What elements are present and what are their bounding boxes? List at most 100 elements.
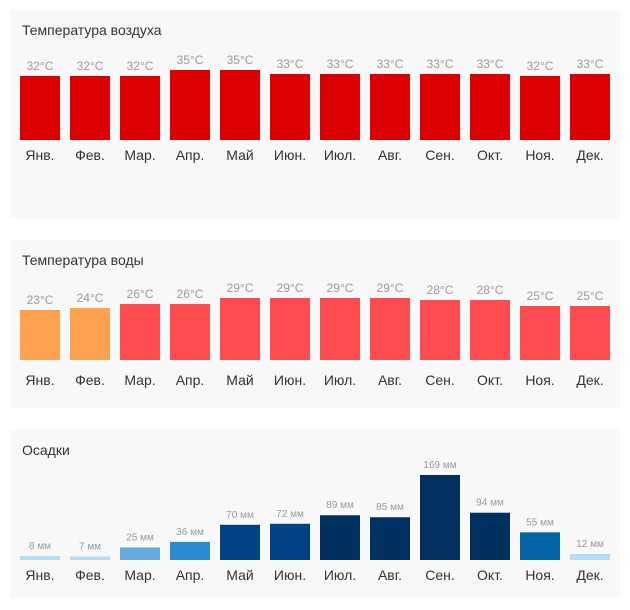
bar: [120, 304, 160, 360]
month-label: Мар.: [124, 567, 155, 583]
precipitation-title: Осадки: [22, 442, 70, 458]
month-label: Апр.: [176, 567, 205, 583]
precipitation-panel: Осадки 8 мм Янв. 7 мм Фев. 25 мм Мар. 36 мм Апр…: [10, 430, 620, 598]
bar-value-label: 33°C: [427, 57, 454, 71]
month-label: Июл.: [324, 147, 356, 163]
month-label: Июн.: [274, 567, 306, 583]
bar: [70, 556, 110, 560]
month-label: Янв.: [25, 147, 54, 163]
month-label: Июл.: [324, 567, 356, 583]
bar-value-label: 70 мм: [226, 510, 254, 521]
bar-value-label: 25°C: [527, 289, 554, 303]
month-label: Май: [226, 147, 253, 163]
month-label: Сен.: [425, 147, 455, 163]
bar-value-label: 55 мм: [526, 517, 554, 528]
month-label: Авг.: [378, 147, 402, 163]
bar-value-label: 85 мм: [376, 502, 404, 513]
bar: [470, 74, 510, 140]
bar: [20, 76, 60, 140]
month-label: Мар.: [124, 372, 155, 388]
bar: [570, 553, 610, 560]
month-label: Окт.: [477, 372, 503, 388]
bar-value-label: 72 мм: [276, 509, 304, 520]
bar: [70, 76, 110, 140]
water-temperature-chart: 23°C Янв. 24°C Фев. 26°C Мар. 26°C Апр. 29°C Май 2…: [20, 281, 610, 388]
bar-value-label: 25°C: [577, 289, 604, 303]
month-label: Май: [226, 372, 253, 388]
water-temperature-panel: Температура воды 23°C Янв. 24°C Фев. 26°C Мар…: [10, 240, 620, 408]
month-label: Ноя.: [525, 567, 554, 583]
month-label: Мар.: [124, 147, 155, 163]
bar-value-label: 29°C: [277, 281, 304, 295]
month-label: Фев.: [75, 147, 105, 163]
bar: [20, 555, 60, 560]
bar: [220, 70, 260, 140]
bar-value-label: 35°C: [227, 53, 254, 67]
bar: [270, 74, 310, 140]
bar-value-label: 12 мм: [576, 539, 604, 550]
bar-value-label: 28°C: [477, 283, 504, 297]
bar: [570, 74, 610, 140]
precipitation-chart: 8 мм Янв. 7 мм Фев. 25 мм Мар. 36 мм Апр. 70 мм М…: [20, 460, 610, 583]
bar: [120, 547, 160, 560]
bar-value-label: 33°C: [277, 57, 304, 71]
month-label: Дек.: [576, 372, 603, 388]
month-label: Май: [226, 567, 253, 583]
month-label: Апр.: [176, 147, 205, 163]
bar-value-label: 25 мм: [126, 532, 154, 543]
bar-value-label: 29°C: [327, 281, 354, 295]
bar: [420, 74, 460, 140]
month-label: Янв.: [25, 372, 54, 388]
month-label: Сен.: [425, 567, 455, 583]
bar-value-label: 26°C: [177, 287, 204, 301]
bar-value-label: 29°C: [227, 281, 254, 295]
bar-value-label: 94 мм: [476, 498, 504, 509]
bar-value-label: 8 мм: [29, 541, 51, 552]
month-label: Ноя.: [525, 372, 554, 388]
bar: [370, 298, 410, 360]
bar: [520, 306, 560, 360]
bar: [270, 523, 310, 560]
bar: [220, 524, 260, 560]
bar: [320, 74, 360, 140]
air-temperature-title: Температура воздуха: [22, 22, 162, 38]
bar: [20, 310, 60, 360]
bar-value-label: 169 мм: [423, 460, 456, 471]
bar: [470, 300, 510, 360]
bar: [370, 517, 410, 560]
bar-value-label: 7 мм: [79, 541, 101, 552]
bar: [320, 298, 360, 360]
bar: [470, 512, 510, 560]
bar-value-label: 36 мм: [176, 527, 204, 538]
month-label: Дек.: [576, 147, 603, 163]
month-label: Окт.: [477, 567, 503, 583]
bar-value-label: 24°C: [77, 291, 104, 305]
bar-value-label: 32°C: [527, 59, 554, 73]
month-label: Фев.: [75, 567, 105, 583]
bar-value-label: 29°C: [377, 281, 404, 295]
bar: [370, 74, 410, 140]
bar: [520, 76, 560, 140]
month-label: Окт.: [477, 147, 503, 163]
bar-value-label: 32°C: [27, 59, 54, 73]
air-temperature-panel: Температура воздуха 32°C Янв. 32°C Фев. 32°C…: [10, 10, 620, 218]
bar-value-label: 32°C: [77, 59, 104, 73]
bar: [170, 304, 210, 360]
month-label: Янв.: [25, 567, 54, 583]
bar: [320, 515, 360, 560]
bar-value-label: 32°C: [127, 59, 154, 73]
month-label: Фев.: [75, 372, 105, 388]
bar-value-label: 33°C: [477, 57, 504, 71]
air-temperature-chart: 32°C Янв. 32°C Фев. 32°C Мар. 35°C Апр. 35°C Май 3…: [20, 53, 610, 163]
bar: [170, 541, 210, 560]
bar: [570, 306, 610, 360]
month-label: Июн.: [274, 147, 306, 163]
bar: [220, 298, 260, 360]
bar: [520, 532, 560, 560]
month-label: Сен.: [425, 372, 455, 388]
month-label: Апр.: [176, 372, 205, 388]
bar-value-label: 35°C: [177, 53, 204, 67]
month-label: Дек.: [576, 567, 603, 583]
bar: [420, 475, 460, 560]
bar: [70, 308, 110, 360]
